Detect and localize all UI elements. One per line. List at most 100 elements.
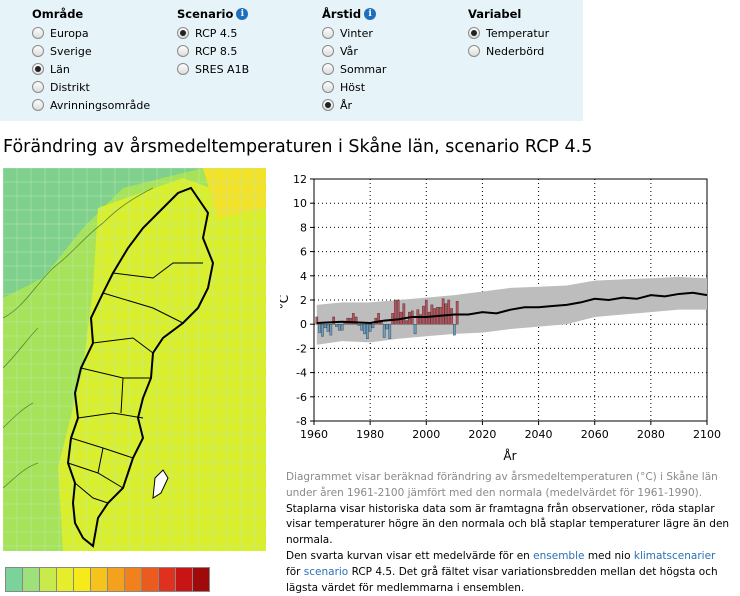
ensemble-mean-line bbox=[316, 291, 708, 324]
legend-swatch bbox=[5, 567, 23, 592]
radio-button[interactable] bbox=[32, 45, 44, 57]
observation-bar bbox=[419, 314, 422, 325]
legend-swatch bbox=[124, 567, 142, 592]
area-option[interactable]: Distrikt bbox=[32, 78, 150, 96]
area-option[interactable]: Sverige bbox=[32, 42, 150, 60]
season-option[interactable]: Vinter bbox=[322, 24, 386, 42]
x-tick-label: 1980 bbox=[356, 428, 384, 441]
x-tick-label: 2000 bbox=[412, 428, 440, 441]
scenario-title: Scenario i bbox=[177, 6, 249, 22]
radio-button[interactable] bbox=[177, 45, 189, 57]
observation-bar bbox=[351, 313, 355, 325]
observation-bar bbox=[357, 323, 361, 326]
scenario-option[interactable]: RCP 8.5 bbox=[177, 42, 249, 60]
radio-button[interactable] bbox=[177, 63, 189, 75]
color-legend bbox=[5, 567, 210, 592]
observation-bar bbox=[453, 323, 456, 336]
variable-group: Variabel Temperatur Nederbörd bbox=[468, 6, 549, 60]
climate-scenarios-link[interactable]: klimatscenarier bbox=[633, 549, 716, 562]
observation-bar bbox=[444, 303, 448, 325]
observation-bar bbox=[430, 304, 434, 325]
climate-map[interactable] bbox=[2, 168, 266, 551]
observation-bar bbox=[329, 323, 333, 336]
area-option[interactable]: Län bbox=[32, 60, 150, 78]
caption-intro: Diagrammet visar beräknad förändring av … bbox=[286, 471, 718, 499]
legend-swatch bbox=[73, 567, 91, 592]
observation-bar bbox=[441, 298, 445, 325]
radio-button[interactable] bbox=[468, 27, 480, 39]
variable-option[interactable]: Temperatur bbox=[468, 24, 549, 42]
season-option-label: Höst bbox=[340, 80, 366, 94]
legend-swatch bbox=[56, 567, 74, 592]
observation-bar bbox=[354, 316, 358, 325]
radio-button[interactable] bbox=[468, 45, 480, 57]
legend-swatch bbox=[175, 567, 193, 592]
legend-swatch bbox=[107, 567, 125, 592]
season-option[interactable]: Höst bbox=[322, 78, 386, 96]
y-axis-label: °C bbox=[280, 295, 291, 309]
legend-swatch bbox=[192, 567, 210, 592]
legend-swatch bbox=[158, 567, 176, 592]
ensemble-link[interactable]: ensemble bbox=[533, 549, 585, 562]
observation-bar bbox=[424, 299, 428, 325]
radio-button[interactable] bbox=[32, 63, 44, 75]
legend-swatch bbox=[39, 567, 57, 592]
observation-bar bbox=[405, 320, 408, 325]
area-option[interactable]: Avrinningsområde bbox=[32, 96, 150, 114]
county-borders bbox=[67, 262, 203, 504]
area-option[interactable]: Europa bbox=[32, 24, 150, 42]
area-option-label: Avrinningsområde bbox=[50, 98, 151, 112]
season-option[interactable]: Sommar bbox=[322, 60, 386, 78]
variable-option[interactable]: Nederbörd bbox=[468, 42, 549, 60]
radio-button[interactable] bbox=[32, 27, 44, 39]
x-tick-label: 2060 bbox=[581, 428, 609, 441]
season-option[interactable]: Vår bbox=[322, 42, 386, 60]
coastline bbox=[2, 187, 154, 489]
temperature-chart: -8 -6 -4 -2 0 2 4 6 8 10 12 1960 1980 2000 2020 2040 206… bbox=[280, 173, 721, 463]
scenario-link[interactable]: scenario bbox=[303, 565, 349, 578]
observation-bar bbox=[388, 323, 392, 339]
y-tick-label: 6 bbox=[300, 246, 307, 259]
observation-bar bbox=[371, 323, 375, 329]
radio-button[interactable] bbox=[322, 99, 334, 111]
radio-button[interactable] bbox=[322, 45, 334, 57]
x-tick-label: 2100 bbox=[693, 428, 721, 441]
radio-button[interactable] bbox=[177, 27, 189, 39]
scenario-option-label: RCP 4.5 bbox=[195, 26, 238, 40]
x-tick-label: 2080 bbox=[637, 428, 665, 441]
page-title: Förändring av årsmedeltemperaturen i Skå… bbox=[3, 137, 593, 157]
legend-swatch bbox=[90, 567, 108, 592]
y-tick-label: 8 bbox=[300, 221, 307, 234]
map-graphic bbox=[2, 168, 266, 551]
variable-option-label: Temperatur bbox=[486, 26, 550, 40]
observation-bar bbox=[394, 299, 397, 325]
observation-bar bbox=[340, 323, 344, 331]
radio-button[interactable] bbox=[322, 63, 334, 75]
observation-bar bbox=[377, 313, 380, 325]
area-title: Område bbox=[32, 7, 84, 21]
observation-bar bbox=[360, 323, 364, 331]
scenario-group: Scenario i RCP 4.5 RCP 8.5 SRES A1B bbox=[177, 6, 249, 78]
x-axis-label: År bbox=[503, 448, 516, 463]
season-option-label: Sommar bbox=[340, 62, 387, 76]
season-option-label: År bbox=[340, 98, 353, 112]
season-title: Årstid i bbox=[322, 6, 386, 22]
caption-bars: Staplarna visar historiska data som är f… bbox=[286, 502, 730, 547]
observation-bar bbox=[450, 308, 453, 325]
info-icon[interactable]: i bbox=[364, 8, 377, 20]
observation-bar bbox=[363, 323, 366, 335]
info-icon[interactable]: i bbox=[236, 8, 249, 20]
radio-button[interactable] bbox=[32, 81, 44, 93]
season-option[interactable]: År bbox=[322, 96, 386, 114]
season-group: Årstid i Vinter Vår Sommar Höst År bbox=[322, 6, 386, 114]
scenario-option[interactable]: SRES A1B bbox=[177, 60, 249, 78]
radio-button[interactable] bbox=[32, 99, 44, 111]
y-tick-label: 0 bbox=[300, 318, 307, 331]
gotland bbox=[152, 469, 169, 499]
radio-button[interactable] bbox=[322, 81, 334, 93]
observation-bar bbox=[402, 303, 406, 325]
y-tick-label: 4 bbox=[300, 270, 307, 283]
scenario-option[interactable]: RCP 4.5 bbox=[177, 24, 249, 42]
radio-button[interactable] bbox=[322, 27, 334, 39]
variable-option-label: Nederbörd bbox=[486, 44, 545, 58]
